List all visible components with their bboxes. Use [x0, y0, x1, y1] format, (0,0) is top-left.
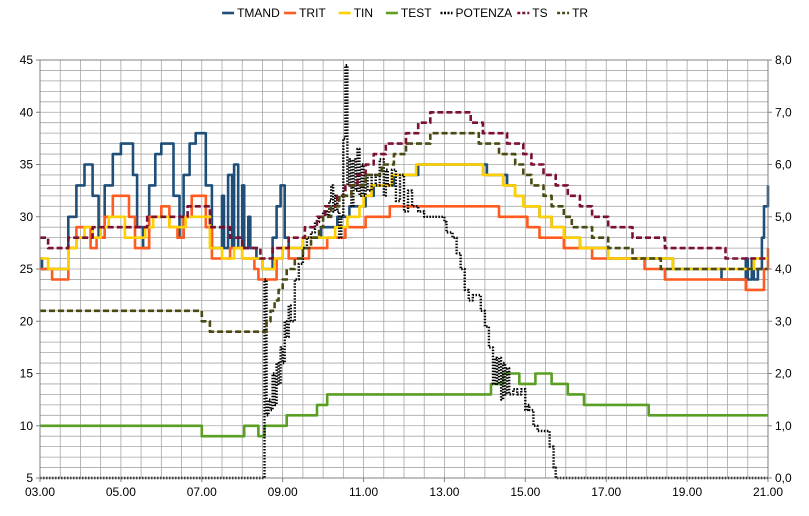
legend-item-trit: TRIT [284, 6, 326, 20]
y2-tick-label: 0,0 [775, 471, 792, 485]
y-tick-label: 45 [20, 53, 34, 67]
chart-axes: 5 10 15 20 25 30 35 40 45 0,0 1,0 2,0 3,0 4,0 5,0 6,0 7,… [20, 53, 792, 499]
y-tick-label: 20 [20, 314, 34, 328]
series-line-tr [40, 131, 768, 333]
series-line-potenza [40, 64, 768, 480]
legend-label: TIN [354, 6, 373, 20]
x-tick-label: 17.00 [591, 485, 621, 499]
legend-item-ts: TS [517, 6, 548, 20]
y-tick-label: 35 [20, 158, 34, 172]
x-tick-label: 03.00 [25, 485, 55, 499]
y-tick-label: 40 [20, 105, 34, 119]
legend-item-tin: TIN [338, 6, 373, 20]
y-tick-label: 30 [20, 210, 34, 224]
series-line-test [40, 372, 768, 438]
y2-tick-label: 7,0 [775, 105, 792, 119]
y2-tick-label: 6,0 [775, 158, 792, 172]
legend-item-potenza: POTENZA [440, 6, 513, 20]
series-line-trit [40, 194, 770, 292]
y-tick-label: 5 [26, 471, 33, 485]
legend-label: POTENZA [456, 6, 513, 20]
x-tick-label: 09.00 [268, 485, 298, 499]
y-tick-label: 25 [20, 262, 34, 276]
legend-item-tr: TR [557, 6, 588, 20]
y2-tick-label: 1,0 [775, 419, 792, 433]
y2-tick-label: 5,0 [775, 210, 792, 224]
y2-tick-label: 2,0 [775, 367, 792, 381]
y2-tick-label: 3,0 [775, 314, 792, 328]
x-tick-label: 21.00 [753, 485, 783, 499]
legend-label: TS [532, 6, 547, 20]
legend-label: TMAND [237, 6, 280, 20]
y2-tick-label: 4,0 [775, 262, 792, 276]
x-tick-label: 05.00 [106, 485, 136, 499]
legend-item-tmand: TMAND [222, 6, 280, 20]
legend-label: TEST [401, 6, 432, 20]
x-tick-label: 13.00 [429, 485, 459, 499]
x-tick-label: 19.00 [672, 485, 702, 499]
legend-item-test: TEST [385, 6, 432, 20]
y-tick-label: 15 [20, 367, 34, 381]
series-line-ts [40, 111, 768, 260]
x-tick-label: 07.00 [187, 485, 217, 499]
x-tick-label: 11.00 [349, 485, 378, 499]
chart-series [40, 64, 770, 480]
chart-legend: TMAND TRIT TIN TEST POTENZA TS TR [222, 6, 588, 20]
legend-label: TRIT [299, 6, 326, 20]
y-tick-label: 10 [20, 419, 34, 433]
y2-tick-label: 8,0 [775, 53, 792, 67]
legend-label: TR [572, 6, 588, 20]
x-tick-label: 15.00 [510, 485, 540, 499]
